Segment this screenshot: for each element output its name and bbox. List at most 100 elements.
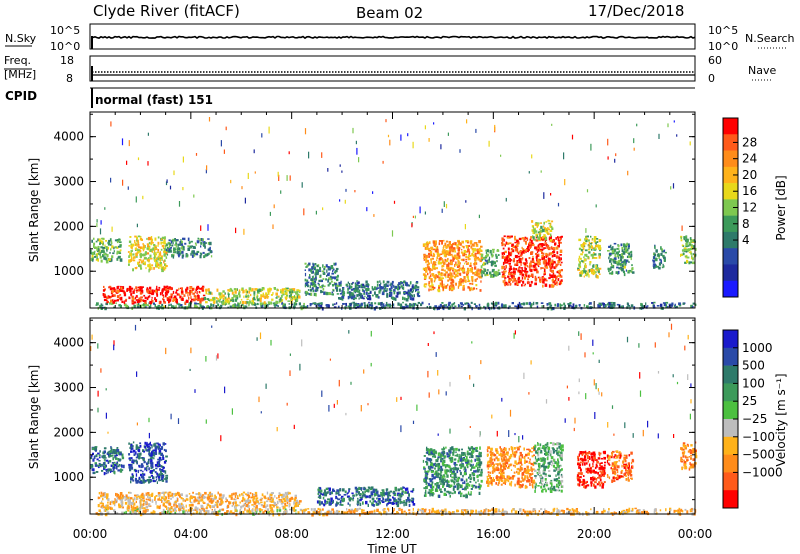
scatter-cell: [423, 257, 425, 259]
scatter-cell: [130, 463, 133, 468]
scatter-cell: [582, 246, 585, 249]
scatter-cell: [136, 508, 139, 510]
scatter-cell: [357, 491, 360, 495]
scatter-cell: [508, 272, 510, 276]
scatter-cell: [147, 236, 151, 241]
scatter-cell: [382, 494, 385, 497]
scatter-cell: [147, 295, 150, 299]
scatter-cell: [99, 228, 102, 235]
scatter-cell: [140, 463, 144, 467]
scatter-cell: [627, 170, 629, 176]
scatter-cell: [282, 497, 286, 501]
scatter-cell: [687, 256, 690, 259]
scatter-cell: [253, 501, 255, 504]
scatter-cell: [277, 171, 279, 177]
scatter-cell: [191, 254, 194, 258]
scatter-cell: [318, 304, 321, 307]
scatter-cell: [244, 500, 248, 503]
scatter-cell: [433, 306, 436, 311]
scatter-cell: [307, 289, 310, 291]
scatter-cell: [508, 270, 511, 273]
scatter-cell: [147, 161, 149, 166]
scatter-cell: [685, 239, 687, 242]
scatter-cell: [242, 494, 245, 497]
scatter-cell: [158, 252, 162, 256]
scatter-cell: [182, 499, 185, 501]
scatter-cell: [193, 254, 196, 257]
scatter-cell: [368, 304, 372, 307]
scatter-cell: [148, 241, 151, 244]
scatter-cell: [542, 277, 545, 279]
scatter-cell: [128, 255, 130, 258]
scatter-cell: [365, 285, 368, 287]
scatter-cell: [129, 458, 131, 462]
scatter-cell: [452, 275, 454, 277]
scatter-cell: [608, 270, 610, 273]
scatter-cell: [538, 246, 541, 250]
scatter-cell: [264, 509, 267, 513]
scatter-cell: [164, 288, 168, 291]
scatter-cell: [154, 449, 157, 453]
scatter-cell: [180, 306, 184, 309]
scatter-cell: [315, 269, 318, 273]
scatter-cell: [511, 302, 514, 305]
scatter-cell: [131, 246, 133, 249]
scatter-cell: [129, 236, 132, 238]
scatter-cell: [105, 459, 109, 462]
scatter-cell: [241, 287, 244, 291]
scatter-cell: [625, 247, 627, 251]
scatter-cell: [290, 496, 293, 500]
scatter-cell: [120, 287, 123, 290]
scatter-cell: [94, 462, 97, 465]
scatter-cell: [108, 455, 111, 458]
scatter-cell: [530, 303, 533, 306]
scatter-cell: [192, 288, 194, 291]
scatter-cell: [479, 259, 483, 263]
scatter-cell: [126, 304, 129, 308]
scatter-cell: [207, 494, 209, 497]
scatter-cell: [512, 259, 516, 263]
scatter-cell: [197, 303, 200, 305]
scatter-cell: [147, 461, 149, 465]
scatter-cell: [467, 241, 469, 244]
scatter-cell: [393, 306, 395, 309]
scatter-cell: [402, 283, 405, 287]
scatter-cell: [496, 271, 499, 275]
scatter-cell: [518, 267, 520, 270]
scatter-cell: [428, 262, 430, 265]
scatter-cell: [168, 296, 171, 299]
scatter-cell: [460, 251, 463, 254]
scatter-cell: [104, 244, 106, 247]
scatter-cell: [119, 504, 123, 507]
scatter-cell: [206, 165, 208, 171]
scatter-cell: [317, 492, 319, 495]
scatter-cell: [464, 253, 467, 256]
scatter-cell: [284, 502, 287, 506]
colorbar-swatch: [723, 231, 738, 249]
scatter-cell: [532, 268, 534, 271]
scatter-cell: [452, 269, 454, 272]
scatter-cell: [493, 271, 497, 275]
scatter-cell: [512, 243, 514, 246]
scatter-cell: [486, 250, 489, 252]
scatter-cell: [440, 240, 444, 242]
scatter-cell: [424, 211, 426, 215]
scatter-cell: [181, 250, 184, 254]
scatter-cell: [268, 289, 271, 293]
scatter-cell: [581, 271, 583, 275]
scatter-cell: [428, 285, 432, 288]
scatter-cell: [426, 306, 428, 309]
scatter-cell: [330, 492, 333, 494]
scatter-cell: [270, 494, 273, 497]
scatter-cell: [197, 496, 200, 499]
scatter-cell: [312, 289, 315, 293]
scatter-cell: [132, 268, 134, 272]
scatter-cell: [166, 253, 169, 256]
scatter-cell: [537, 276, 540, 279]
scatter-cell: [469, 255, 472, 257]
scatter-cell: [690, 245, 693, 248]
scatter-cell: [557, 275, 560, 277]
scatter-cell: [199, 287, 202, 290]
scatter-cell: [244, 502, 247, 504]
scatter-cell: [616, 263, 620, 266]
